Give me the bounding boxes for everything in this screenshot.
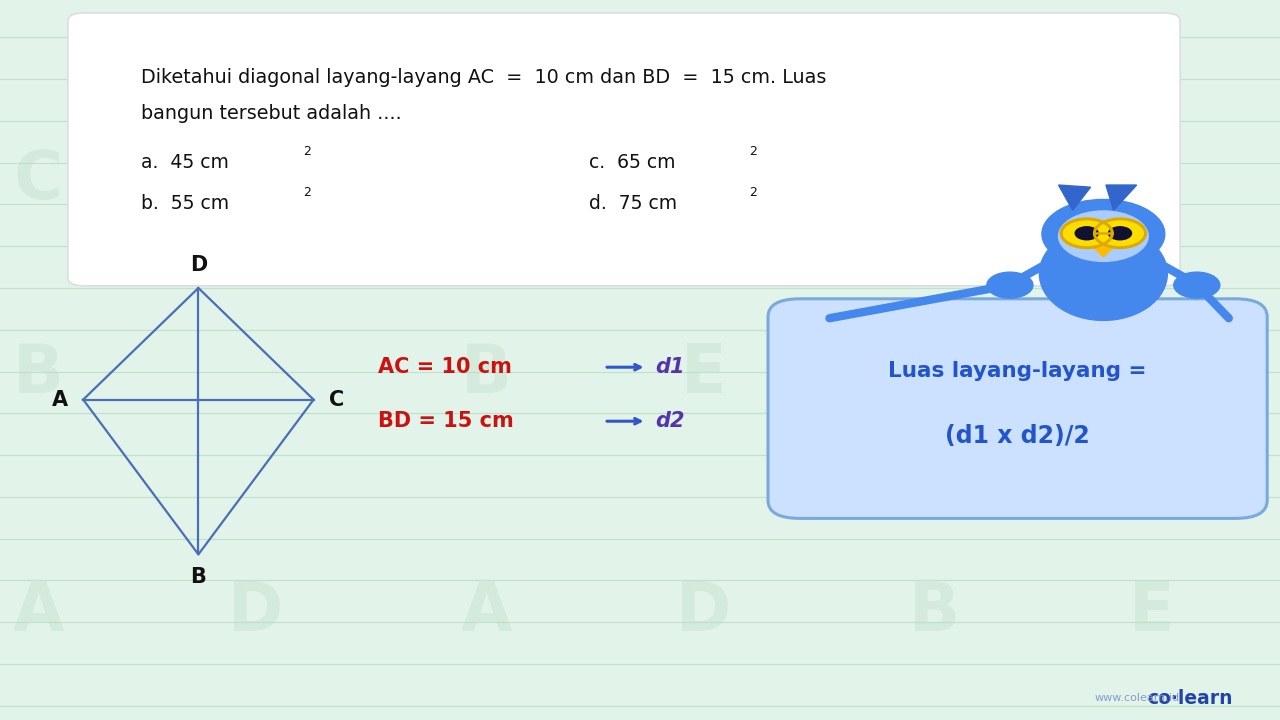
Text: Luas layang-layang =: Luas layang-layang = [888, 361, 1147, 381]
Text: A: A [461, 579, 512, 645]
Text: B: B [909, 579, 960, 645]
Text: bangun tersebut adalah ....: bangun tersebut adalah .... [141, 104, 402, 123]
Text: A: A [678, 147, 730, 213]
Text: D: D [189, 255, 207, 275]
Circle shape [1108, 227, 1132, 240]
Text: C: C [14, 147, 63, 213]
Text: a.  45 cm: a. 45 cm [141, 153, 229, 171]
Text: E: E [1129, 579, 1175, 645]
Text: D: D [676, 579, 732, 645]
Text: C: C [462, 147, 511, 213]
Text: 2: 2 [749, 145, 756, 158]
Text: A: A [13, 579, 64, 645]
Text: B: B [13, 341, 64, 408]
Text: C: C [910, 341, 959, 408]
Circle shape [1059, 211, 1148, 261]
Text: D: D [228, 579, 284, 645]
FancyBboxPatch shape [68, 13, 1180, 286]
Circle shape [1042, 199, 1165, 269]
Text: d1: d1 [655, 357, 685, 377]
Polygon shape [1106, 185, 1137, 210]
FancyBboxPatch shape [768, 299, 1267, 518]
Text: E: E [233, 147, 279, 213]
Text: B: B [461, 341, 512, 408]
Text: www.colearn.id: www.colearn.id [1094, 693, 1180, 703]
Text: BD = 15 cm: BD = 15 cm [378, 411, 513, 431]
Circle shape [1064, 220, 1110, 246]
Text: (d1 x d2)/2: (d1 x d2)/2 [945, 423, 1091, 448]
Text: B: B [191, 567, 206, 588]
Text: E: E [681, 341, 727, 408]
Circle shape [1174, 272, 1220, 298]
Text: b.  55 cm: b. 55 cm [141, 194, 229, 212]
Text: C: C [329, 390, 344, 410]
Text: B: B [1126, 147, 1178, 213]
Circle shape [1075, 227, 1098, 240]
Text: 2: 2 [303, 186, 311, 199]
Text: 2: 2 [303, 145, 311, 158]
Text: D: D [906, 147, 963, 213]
Text: d2: d2 [655, 411, 685, 431]
Text: A: A [1126, 341, 1178, 408]
Circle shape [1097, 220, 1143, 246]
Ellipse shape [1039, 227, 1167, 320]
Polygon shape [1059, 185, 1091, 210]
Text: co·learn: co·learn [1147, 689, 1233, 708]
Text: c.  65 cm: c. 65 cm [589, 153, 676, 171]
Text: AC = 10 cm: AC = 10 cm [378, 357, 512, 377]
Text: Diketahui diagonal layang-layang AC  =  10 cm dan BD  =  15 cm. Luas: Diketahui diagonal layang-layang AC = 10… [141, 68, 826, 87]
Text: A: A [51, 390, 68, 410]
Text: 2: 2 [749, 186, 756, 199]
Text: d.  75 cm: d. 75 cm [589, 194, 677, 212]
Polygon shape [1093, 247, 1114, 257]
Circle shape [987, 272, 1033, 298]
